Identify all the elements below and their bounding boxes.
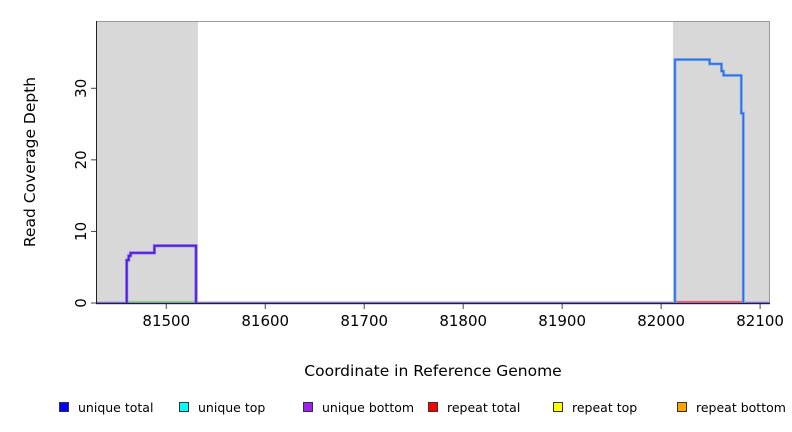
x-tick-label: 82000	[637, 312, 685, 330]
legend-label: repeat top	[572, 399, 638, 415]
legend-swatch-icon	[553, 402, 563, 412]
y-tick-label: 20	[72, 150, 90, 169]
legend-item-repeat-total: repeat total	[428, 398, 520, 416]
unique-coverage-left-bump-line	[125, 244, 197, 303]
legend-swatch-icon	[677, 402, 687, 412]
legend-item-unique-bottom: unique bottom	[303, 398, 414, 416]
legend-label: unique top	[198, 399, 266, 415]
legend-swatch-icon	[303, 402, 313, 412]
x-tick-label: 81700	[340, 312, 388, 330]
x-tick-label: 81900	[538, 312, 586, 330]
legend-label: unique total	[78, 399, 154, 415]
x-axis-title: Coordinate in Reference Genome	[304, 362, 562, 380]
chart-legend: unique total unique top unique bottom repea…	[0, 398, 792, 420]
legend-label: repeat bottom	[696, 399, 786, 415]
total-coverage-right-peak-line	[674, 58, 745, 303]
legend-label: unique bottom	[322, 399, 415, 415]
y-tick-label: 10	[72, 222, 90, 241]
y-tick-label: 0	[72, 298, 90, 308]
legend-item-unique-total: unique total	[59, 398, 153, 416]
legend-swatch-icon	[428, 402, 438, 412]
legend-item-repeat-bottom: repeat bottom	[677, 398, 786, 416]
legend-item-repeat-top: repeat top	[553, 398, 637, 416]
legend-swatch-icon	[59, 402, 69, 412]
legend-item-unique-top: unique top	[179, 398, 265, 416]
x-tick-label: 81600	[241, 312, 289, 330]
left-gray-region	[96, 21, 198, 303]
x-tick-label: 82100	[736, 312, 784, 330]
legend-label: repeat total	[447, 399, 521, 415]
x-tick-label: 81800	[439, 312, 487, 330]
y-tick-label: 30	[72, 79, 90, 98]
coverage-chart-canvas: 81500 81600 81700 81800 81900 82000 82100 0 10 20…	[72, 21, 784, 330]
x-tick-label: 81500	[142, 312, 190, 330]
legend-swatch-icon	[179, 402, 189, 412]
y-axis-title: Read Coverage Depth	[21, 76, 39, 248]
